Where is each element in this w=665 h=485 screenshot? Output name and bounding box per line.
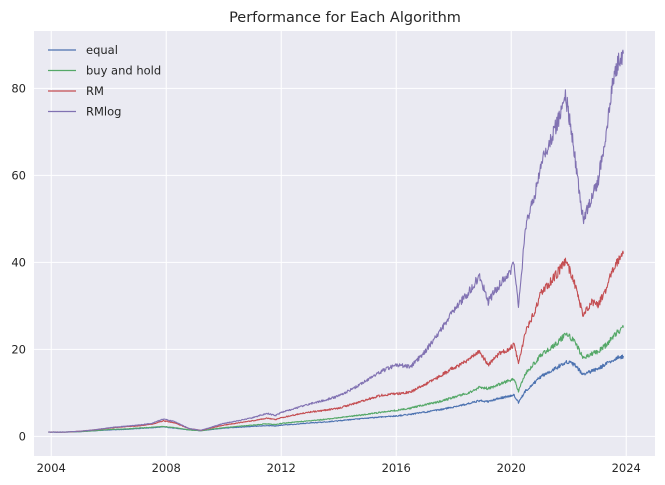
x-tick-label: 2024 <box>612 461 641 475</box>
x-tick-label: 2012 <box>267 461 296 475</box>
legend-label: equal <box>86 43 118 57</box>
y-tick-label: 0 <box>19 429 26 443</box>
series-line-rm <box>48 250 624 433</box>
legend-label: RM <box>86 84 104 98</box>
series-layer <box>48 49 624 433</box>
y-tick-label: 80 <box>11 81 26 95</box>
y-tick-label: 20 <box>11 342 26 356</box>
x-tick-label: 2004 <box>37 461 66 475</box>
plot-area <box>34 31 655 456</box>
legend-label: RMlog <box>86 105 121 119</box>
y-tick-label: 40 <box>11 255 26 269</box>
chart-title: Performance for Each Algorithm <box>229 10 461 26</box>
x-tick-label: 2020 <box>497 461 526 475</box>
x-tick-label: 2008 <box>152 461 181 475</box>
series-line-rmlog <box>48 49 624 433</box>
legend: equal buy and hold RM RMlog <box>48 43 161 119</box>
legend-label: buy and hold <box>86 64 161 78</box>
y-axis-ticks: 0 20 40 60 80 <box>11 81 26 443</box>
series-line-buy-and-hold <box>48 324 624 433</box>
grid-lines <box>34 31 655 456</box>
y-tick-label: 60 <box>11 168 26 182</box>
x-axis-ticks: 2004 2008 2012 2016 2020 2024 <box>37 461 641 475</box>
x-tick-label: 2016 <box>382 461 411 475</box>
